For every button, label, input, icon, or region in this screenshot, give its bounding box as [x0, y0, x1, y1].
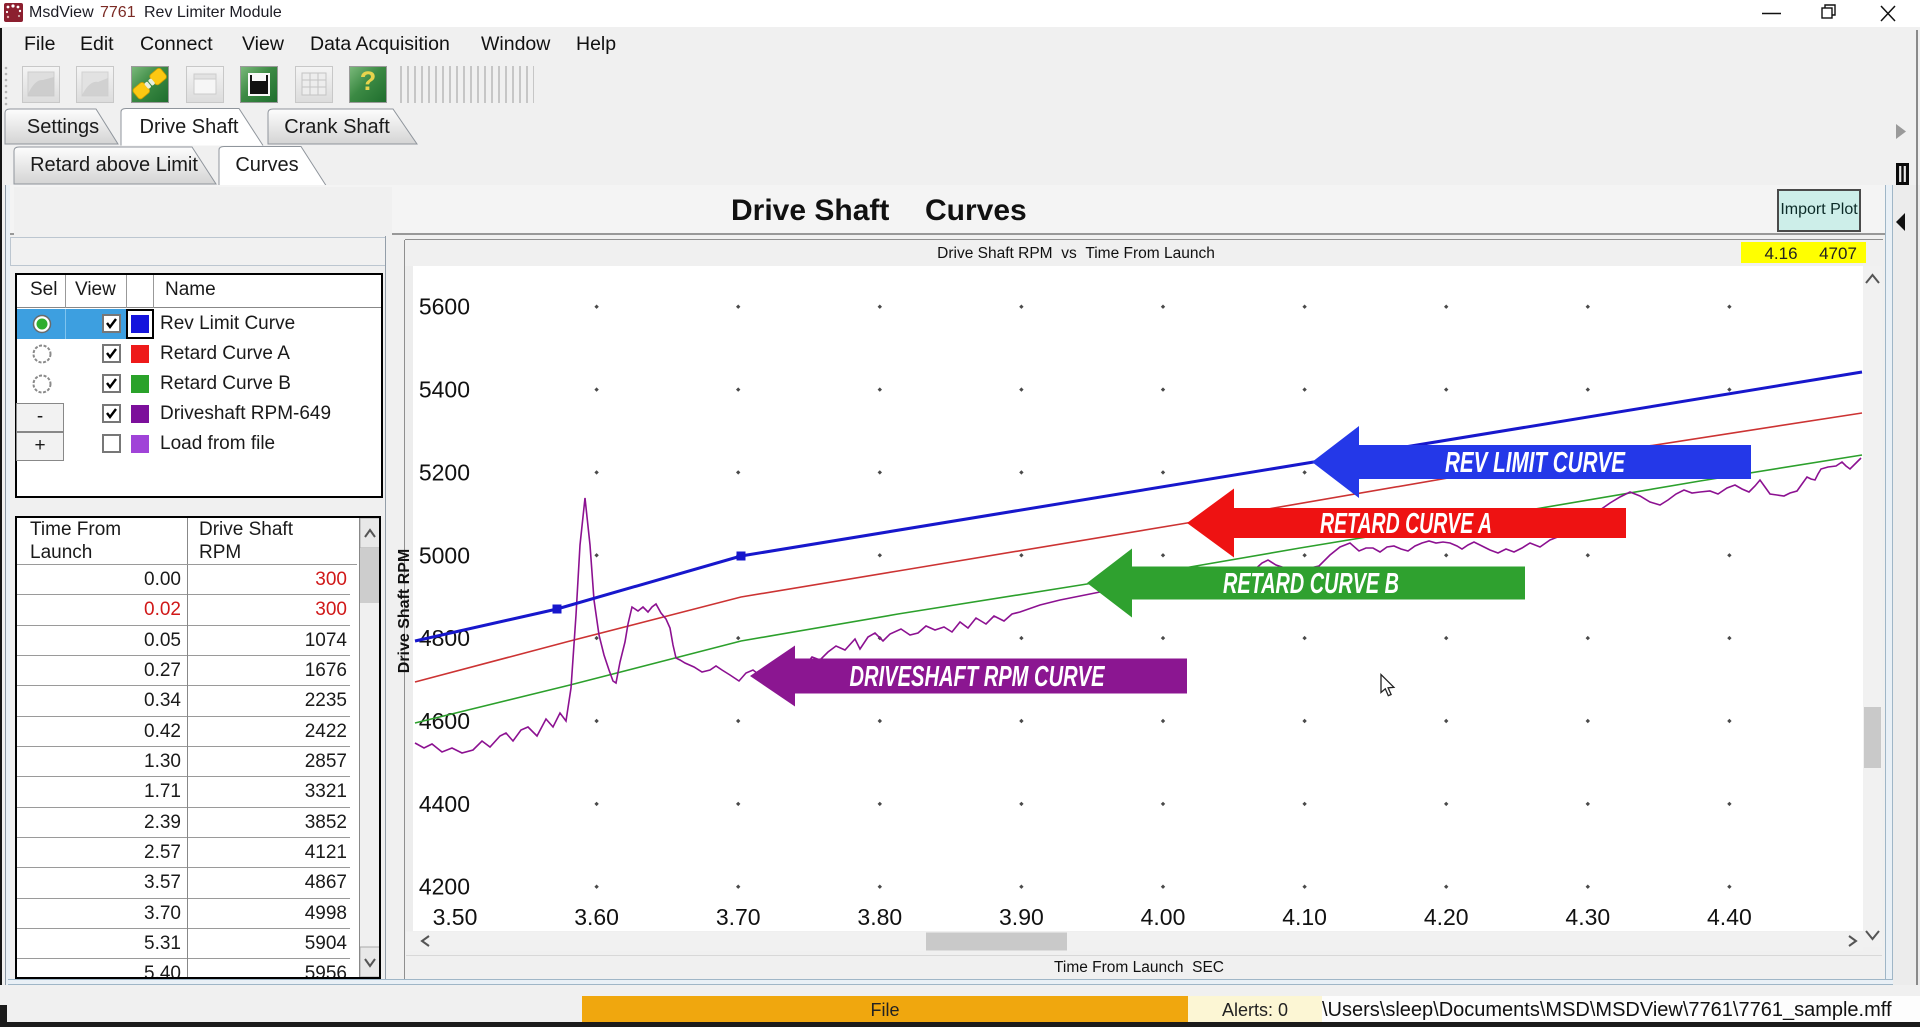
- svg-text:4.40: 4.40: [1707, 904, 1752, 930]
- svg-text:Retard above Limit: Retard above Limit: [30, 154, 198, 176]
- svg-text:3.90: 3.90: [999, 904, 1044, 930]
- svg-text:Drive Shaft RPM: Drive Shaft RPM: [396, 549, 413, 673]
- svg-text:5200: 5200: [419, 459, 470, 485]
- svg-text:Time From Launch SEC: Time From Launch SEC: [1054, 959, 1224, 976]
- svg-text:3.60: 3.60: [574, 904, 619, 930]
- svg-text:3.70: 3.70: [716, 904, 761, 930]
- svg-text:RETARD CURVE A: RETARD CURVE A: [1320, 508, 1492, 540]
- svg-text:4400: 4400: [419, 791, 470, 817]
- svg-text:Drive Shaft RPM vs Time From: Drive Shaft RPM vs Time From Launch: [937, 245, 1215, 262]
- svg-text:4.20: 4.20: [1424, 904, 1469, 930]
- svg-text:Curves: Curves: [235, 154, 298, 176]
- svg-text:Settings: Settings: [27, 116, 99, 138]
- svg-text:4.00: 4.00: [1141, 904, 1186, 930]
- svg-text:3.50: 3.50: [433, 904, 478, 930]
- svg-text:Crank Shaft: Crank Shaft: [284, 116, 390, 138]
- svg-text:5400: 5400: [419, 377, 470, 403]
- svg-text:REV LIMIT CURVE: REV LIMIT CURVE: [1445, 447, 1626, 479]
- svg-text:4.10: 4.10: [1282, 904, 1327, 930]
- svg-text:4707: 4707: [1819, 244, 1857, 263]
- svg-text:4200: 4200: [419, 874, 470, 900]
- svg-text:RETARD CURVE B: RETARD CURVE B: [1223, 568, 1399, 600]
- svg-text:3.80: 3.80: [857, 904, 902, 930]
- svg-text:4.16: 4.16: [1764, 244, 1797, 263]
- svg-text:Drive Shaft: Drive Shaft: [140, 116, 239, 138]
- svg-text:DRIVESHAFT RPM CURVE: DRIVESHAFT RPM CURVE: [850, 661, 1106, 693]
- svg-text:4.30: 4.30: [1565, 904, 1610, 930]
- svg-text:5600: 5600: [419, 294, 470, 320]
- svg-text:5000: 5000: [419, 542, 470, 568]
